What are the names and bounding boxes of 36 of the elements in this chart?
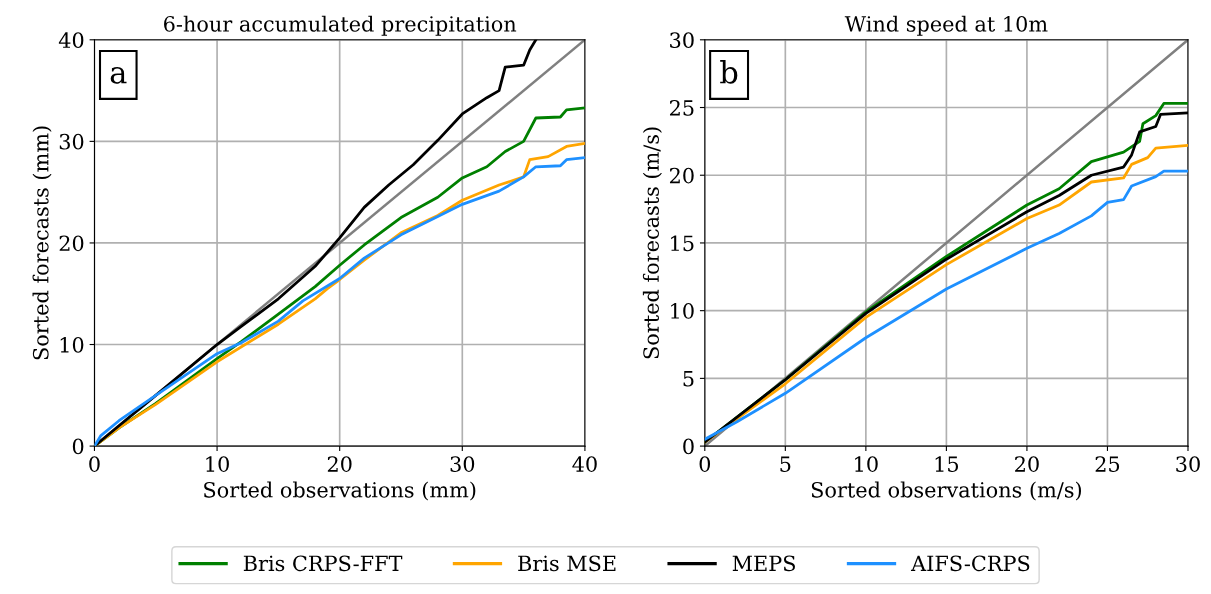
y-tick-label: 40 bbox=[58, 32, 84, 49]
y-tick-label: 10 bbox=[60, 336, 84, 353]
legend-label: MEPS bbox=[732, 555, 795, 572]
x-tick-label: 5 bbox=[780, 456, 791, 472]
x-tick-label: 10 bbox=[855, 456, 878, 472]
y-tick-label: 10 bbox=[671, 303, 694, 319]
y-axis-title: Sorted forecasts (m/s) bbox=[642, 127, 662, 359]
legend-label: AIFS-CRPS bbox=[910, 555, 1030, 572]
x-tick-label: 20 bbox=[327, 456, 352, 472]
x-tick-label: 20 bbox=[1015, 456, 1039, 472]
x-tick-label: 0 bbox=[699, 456, 711, 472]
x-tick-label: 15 bbox=[935, 456, 959, 472]
y-tick-label: 30 bbox=[670, 32, 694, 49]
y-tick-label: 0 bbox=[683, 438, 694, 455]
y-tick-label: 0 bbox=[72, 438, 84, 455]
chart-title: Wind speed at 10m bbox=[844, 15, 1048, 36]
y-tick-label: 25 bbox=[669, 99, 694, 116]
x-axis-title: Sorted observations (m/s) bbox=[811, 481, 1082, 501]
x-tick-label: 0 bbox=[89, 456, 100, 472]
x-tick-label: 25 bbox=[1095, 456, 1120, 472]
x-tick-label: 30 bbox=[450, 456, 475, 472]
annotation: a bbox=[110, 67, 127, 84]
y-tick-label: 30 bbox=[59, 133, 84, 150]
chart-title: 6-hour accumulated precipitation bbox=[164, 15, 517, 36]
legend-label: Bris CRPS-FFT bbox=[243, 555, 403, 572]
x-axis-title: Sorted observations (mm) bbox=[204, 481, 476, 501]
x-tick-label: 30 bbox=[1176, 456, 1200, 472]
y-tick-label: 15 bbox=[671, 235, 694, 252]
x-tick-label: 10 bbox=[206, 456, 229, 472]
x-tick-label: 40 bbox=[572, 456, 597, 472]
y-tick-label: 5 bbox=[683, 371, 694, 387]
y-tick-label: 20 bbox=[59, 235, 84, 252]
annotation: b bbox=[720, 60, 738, 84]
legend-label: Bris MSE bbox=[518, 555, 616, 572]
y-tick-label: 20 bbox=[669, 167, 694, 184]
y-axis-title: Sorted forecasts (mm) bbox=[32, 126, 52, 360]
